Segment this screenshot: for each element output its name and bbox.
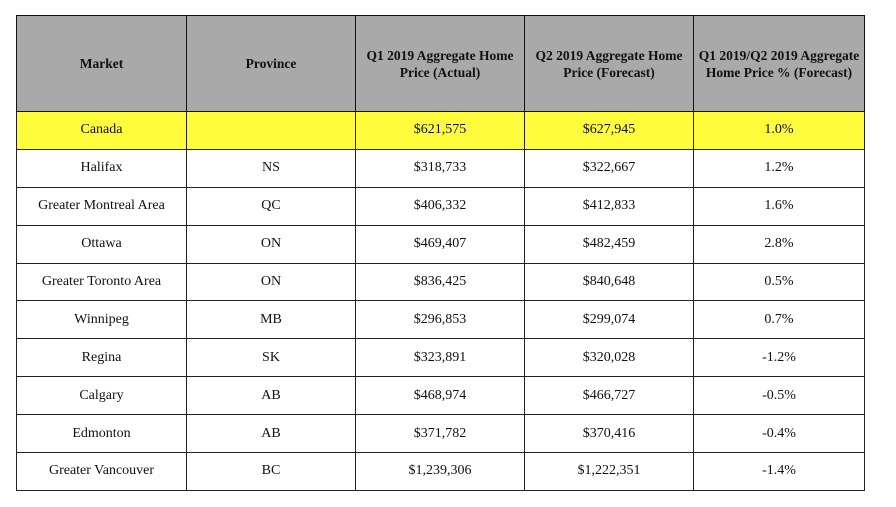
table-row: Edmonton AB $371,782 $370,416 -0.4%: [16, 414, 865, 454]
home-price-table: Market Province Q1 2019 Aggregate Home P…: [16, 15, 865, 491]
change-percent-cell: 0.5%: [693, 262, 865, 302]
table-row: Calgary AB $468,974 $466,727 -0.5%: [16, 376, 865, 416]
province-cell: [186, 111, 356, 150]
header-market: Market: [16, 15, 187, 112]
market-cell: Edmonton: [16, 414, 187, 454]
province-cell: AB: [186, 414, 356, 454]
q2-forecast-cell: $840,648: [524, 262, 694, 302]
change-percent-cell: 1.6%: [693, 186, 865, 226]
q2-forecast-cell: $627,945: [524, 111, 694, 150]
q2-forecast-cell: $322,667: [524, 148, 694, 188]
q1-actual-cell: $621,575: [355, 111, 525, 150]
q1-actual-cell: $469,407: [355, 224, 525, 264]
table-row: Winnipeg MB $296,853 $299,074 0.7%: [16, 300, 865, 340]
change-percent-cell: 0.7%: [693, 300, 865, 340]
q2-forecast-cell: $370,416: [524, 414, 694, 454]
market-cell: Regina: [16, 338, 187, 378]
header-change-percent: Q1 2019/Q2 2019 Aggregate Home Price % (…: [693, 15, 865, 112]
province-cell: MB: [186, 300, 356, 340]
q1-actual-cell: $836,425: [355, 262, 525, 302]
table-row: Canada $621,575 $627,945 1.0%: [16, 111, 865, 150]
change-percent-cell: 2.8%: [693, 224, 865, 264]
q1-actual-cell: $371,782: [355, 414, 525, 454]
header-province: Province: [186, 15, 356, 112]
q1-actual-cell: $323,891: [355, 338, 525, 378]
q2-forecast-cell: $482,459: [524, 224, 694, 264]
province-cell: QC: [186, 186, 356, 226]
table-row: Greater Vancouver BC $1,239,306 $1,222,351-…: [16, 452, 865, 491]
market-cell: Greater Vancouver: [16, 452, 187, 491]
q1-actual-cell: $1,239,306: [355, 452, 525, 491]
header-row: Market Province Q1 2019 Aggregate Home P…: [16, 15, 865, 112]
q2-forecast-cell: $466,727: [524, 376, 694, 416]
market-cell: Winnipeg: [16, 300, 187, 340]
q1-actual-cell: $468,974: [355, 376, 525, 416]
table-row: Regina SK $323,891 $320,028 -1.2%: [16, 338, 865, 378]
header-q2-forecast: Q2 2019 Aggregate Home Price (Forecast): [524, 15, 694, 112]
q2-forecast-cell: $412,833: [524, 186, 694, 226]
header-q1-actual: Q1 2019 Aggregate Home Price (Actual): [355, 15, 525, 112]
market-cell: Calgary: [16, 376, 187, 416]
q1-actual-cell: $318,733: [355, 148, 525, 188]
province-cell: BC: [186, 452, 356, 491]
change-percent-cell: -1.4%: [693, 452, 865, 491]
change-percent-cell: -0.5%: [693, 376, 865, 416]
change-percent-cell: 1.0%: [693, 111, 865, 150]
province-cell: ON: [186, 262, 356, 302]
table-row: Greater Toronto Area ON $836,425 $840,648 0.…: [16, 262, 865, 302]
q2-forecast-cell: $299,074: [524, 300, 694, 340]
q2-forecast-cell: $1,222,351: [524, 452, 694, 491]
change-percent-cell: -0.4%: [693, 414, 865, 454]
change-percent-cell: 1.2%: [693, 148, 865, 188]
province-cell: SK: [186, 338, 356, 378]
market-cell: Canada: [16, 111, 187, 150]
province-cell: NS: [186, 148, 356, 188]
market-cell: Greater Toronto Area: [16, 262, 187, 302]
q1-actual-cell: $296,853: [355, 300, 525, 340]
province-cell: ON: [186, 224, 356, 264]
change-percent-cell: -1.2%: [693, 338, 865, 378]
table-row: Halifax NS $318,733 $322,667 1.2%: [16, 148, 865, 188]
market-cell: Halifax: [16, 148, 187, 188]
market-cell: Ottawa: [16, 224, 187, 264]
table-row: Greater Montreal Area QC $406,332 $412,833 1…: [16, 186, 865, 226]
q1-actual-cell: $406,332: [355, 186, 525, 226]
table-row: Ottawa ON $469,407 $482,459 2.8%: [16, 224, 865, 264]
province-cell: AB: [186, 376, 356, 416]
market-cell: Greater Montreal Area: [16, 186, 187, 226]
table-body: Canada $621,575 $627,945 1.0% Halifax NS $318,…: [16, 111, 865, 491]
q2-forecast-cell: $320,028: [524, 338, 694, 378]
